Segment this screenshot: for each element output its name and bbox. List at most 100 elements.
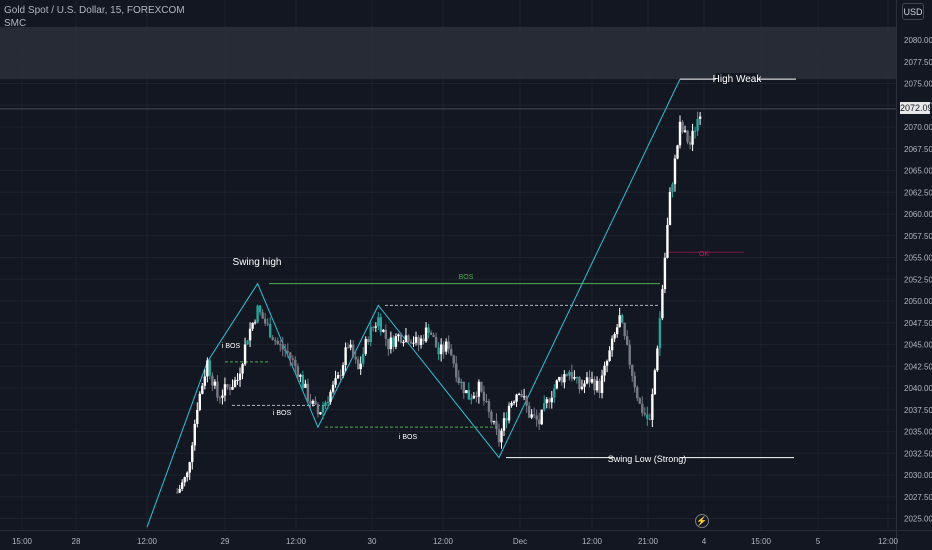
candle-body-149 <box>550 397 553 403</box>
candle-body-169 <box>600 375 604 394</box>
candle-body-142 <box>532 414 536 416</box>
candle-body-181 <box>631 364 634 376</box>
candle-body-145 <box>540 409 543 425</box>
candle-body-84 <box>387 338 390 350</box>
candle-body-36 <box>266 323 269 325</box>
time-tick-8: 12:00 <box>582 537 603 546</box>
candle-body-69 <box>349 344 352 348</box>
candle-body-143 <box>535 415 538 420</box>
candle-body-92 <box>407 335 410 342</box>
candle-body-115 <box>465 390 468 394</box>
candle-body-87 <box>394 336 398 347</box>
ibos-label-2: i BOS <box>273 410 292 417</box>
candle-body-24 <box>236 379 239 381</box>
price-tick-7: 2042.50 <box>904 362 932 371</box>
last-price-tag: 2072.09 <box>900 102 932 114</box>
candle-body-157 <box>570 372 574 379</box>
price-tick-17: 2067.50 <box>904 145 932 154</box>
candle-body-127 <box>495 420 498 430</box>
candle-body-141 <box>530 414 533 418</box>
price-tick-20: 2075.00 <box>904 80 932 89</box>
candle-body-46 <box>291 358 295 360</box>
candle-body-122 <box>482 391 486 401</box>
candle-body-116 <box>467 390 471 400</box>
candle-body-83 <box>384 329 388 339</box>
candle-body-50 <box>301 374 305 388</box>
candle-body-95 <box>414 336 418 343</box>
candle-body-203 <box>686 130 689 143</box>
candle-body-201 <box>681 121 684 132</box>
candle-body-170 <box>603 365 606 376</box>
candle-body-72 <box>356 359 360 370</box>
candle-body-1 <box>178 488 181 493</box>
price-tick-12: 2055.00 <box>904 254 932 263</box>
currency-button[interactable]: USD <box>902 3 924 20</box>
lightning-icon[interactable]: ⚡ <box>695 514 709 528</box>
price-tick-9: 2047.50 <box>904 319 932 328</box>
candle-body-4 <box>186 472 189 478</box>
candle-body-28 <box>246 340 249 345</box>
symbol-title[interactable]: Gold Spot / U.S. Dollar, 15, FOREXCOM <box>4 5 185 16</box>
swing-high-label: Swing high <box>233 257 282 268</box>
candle-body-54 <box>311 400 315 404</box>
candle-body-128 <box>497 429 501 443</box>
candle-body-144 <box>538 419 541 425</box>
candle-body-171 <box>605 360 609 366</box>
time-tick-7: Dec <box>513 537 527 546</box>
candles <box>175 111 702 494</box>
candle-body-0 <box>175 492 179 494</box>
candle-body-65 <box>339 375 342 377</box>
candle-body-200 <box>678 121 682 146</box>
candle-body-177 <box>620 315 624 323</box>
price-axis[interactable]: 2025.00 2027.50 2030.00 2032.50 2035.00 2037.… <box>896 0 932 550</box>
candle-body-147 <box>545 399 548 404</box>
candle-body-38 <box>271 337 274 341</box>
candle-body-158 <box>573 377 576 379</box>
candle-body-101 <box>429 332 433 336</box>
candle-body-85 <box>389 337 393 350</box>
candle-body-135 <box>515 394 518 402</box>
candle-body-52 <box>306 383 310 402</box>
candle-body-62 <box>331 384 335 392</box>
candle-body-207 <box>696 118 699 131</box>
candle-body-21 <box>228 387 232 390</box>
time-tick-9: 21:00 <box>638 537 659 546</box>
candle-body-81 <box>379 317 383 332</box>
candle-body-94 <box>412 342 415 344</box>
candle-body-88 <box>397 334 400 337</box>
candle-body-206 <box>693 130 697 132</box>
price-tick-8: 2045.00 <box>904 341 932 350</box>
candle-body-80 <box>377 317 380 327</box>
indicator-name[interactable]: SMC <box>4 18 27 29</box>
annotation-labels: Swing high BOS i BOS i BOS i BOS OK High Weak S… <box>222 73 762 465</box>
candle-body-97 <box>419 338 423 345</box>
price-tick-15: 2062.50 <box>904 188 932 197</box>
time-axis[interactable]: 15:00 28 12:00 29 12:00 30 12:00 Dec 12:00 21:00 4… <box>0 530 932 547</box>
candle-body-68 <box>346 347 350 349</box>
candle-body-3 <box>183 477 186 483</box>
candle-body-48 <box>296 366 300 377</box>
candle-body-93 <box>409 341 413 344</box>
candle-body-58 <box>321 406 325 413</box>
candle-body-20 <box>226 384 229 388</box>
candle-body-57 <box>319 412 322 415</box>
candle-body-100 <box>427 327 430 333</box>
candle-body-111 <box>455 363 458 378</box>
candle-body-114 <box>462 381 465 394</box>
candle-body-186 <box>643 412 647 415</box>
candle-body-64 <box>336 375 340 379</box>
candle-body-41 <box>279 344 282 346</box>
candle-body-26 <box>241 364 244 374</box>
candle-body-17 <box>218 397 222 399</box>
time-tick-2: 12:00 <box>137 537 158 546</box>
candle-body-173 <box>610 338 614 351</box>
candle-body-40 <box>276 340 279 345</box>
candle-body-119 <box>475 395 478 397</box>
candle-body-183 <box>636 387 639 399</box>
candle-body-37 <box>268 324 272 338</box>
candle-body-103 <box>434 337 438 348</box>
candle-body-73 <box>359 363 362 370</box>
time-tick-10: 4 <box>702 537 707 546</box>
candle-body-191 <box>656 348 659 371</box>
